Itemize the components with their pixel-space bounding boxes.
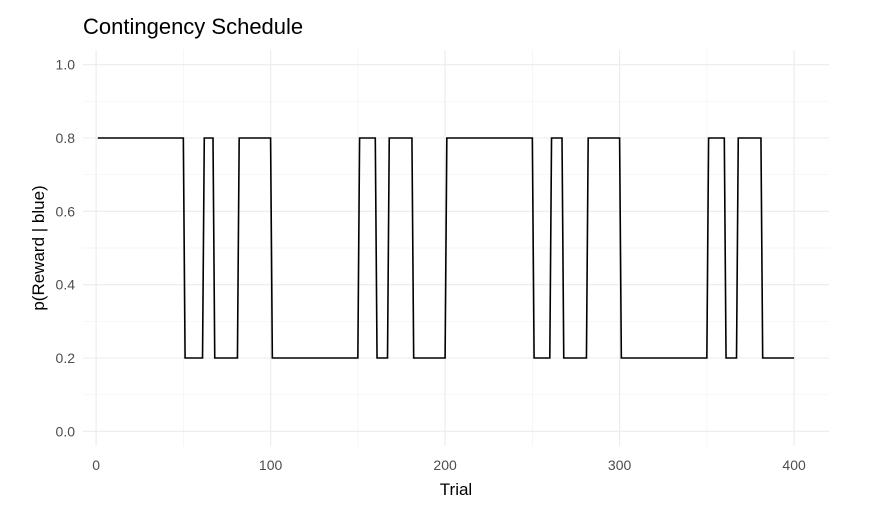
x-tick-label: 300 (608, 457, 632, 473)
y-tick-label: 0.0 (56, 423, 76, 439)
y-tick-label: 1.0 (56, 57, 76, 73)
x-tick-label: 100 (259, 457, 283, 473)
series-layer (97, 137, 795, 359)
y-tick-label: 0.6 (56, 203, 76, 219)
chart-title: Contingency Schedule (83, 14, 303, 39)
y-tick-labels: 0.0 0.2 0.4 0.6 0.8 1.0 (56, 57, 76, 440)
y-tick-label: 0.2 (56, 350, 76, 366)
x-tick-labels: 0 100 200 300 400 (92, 457, 806, 473)
y-tick-label: 0.4 (56, 277, 76, 293)
series-line (97, 137, 795, 359)
y-tick-label: 0.8 (56, 130, 76, 146)
x-tick-label: 200 (433, 457, 457, 473)
grid (83, 50, 829, 446)
x-tick-label: 400 (782, 457, 806, 473)
x-axis-label: Trial (440, 480, 472, 499)
y-axis-label: p(Reward | blue) (29, 185, 48, 310)
x-tick-label: 0 (92, 457, 100, 473)
